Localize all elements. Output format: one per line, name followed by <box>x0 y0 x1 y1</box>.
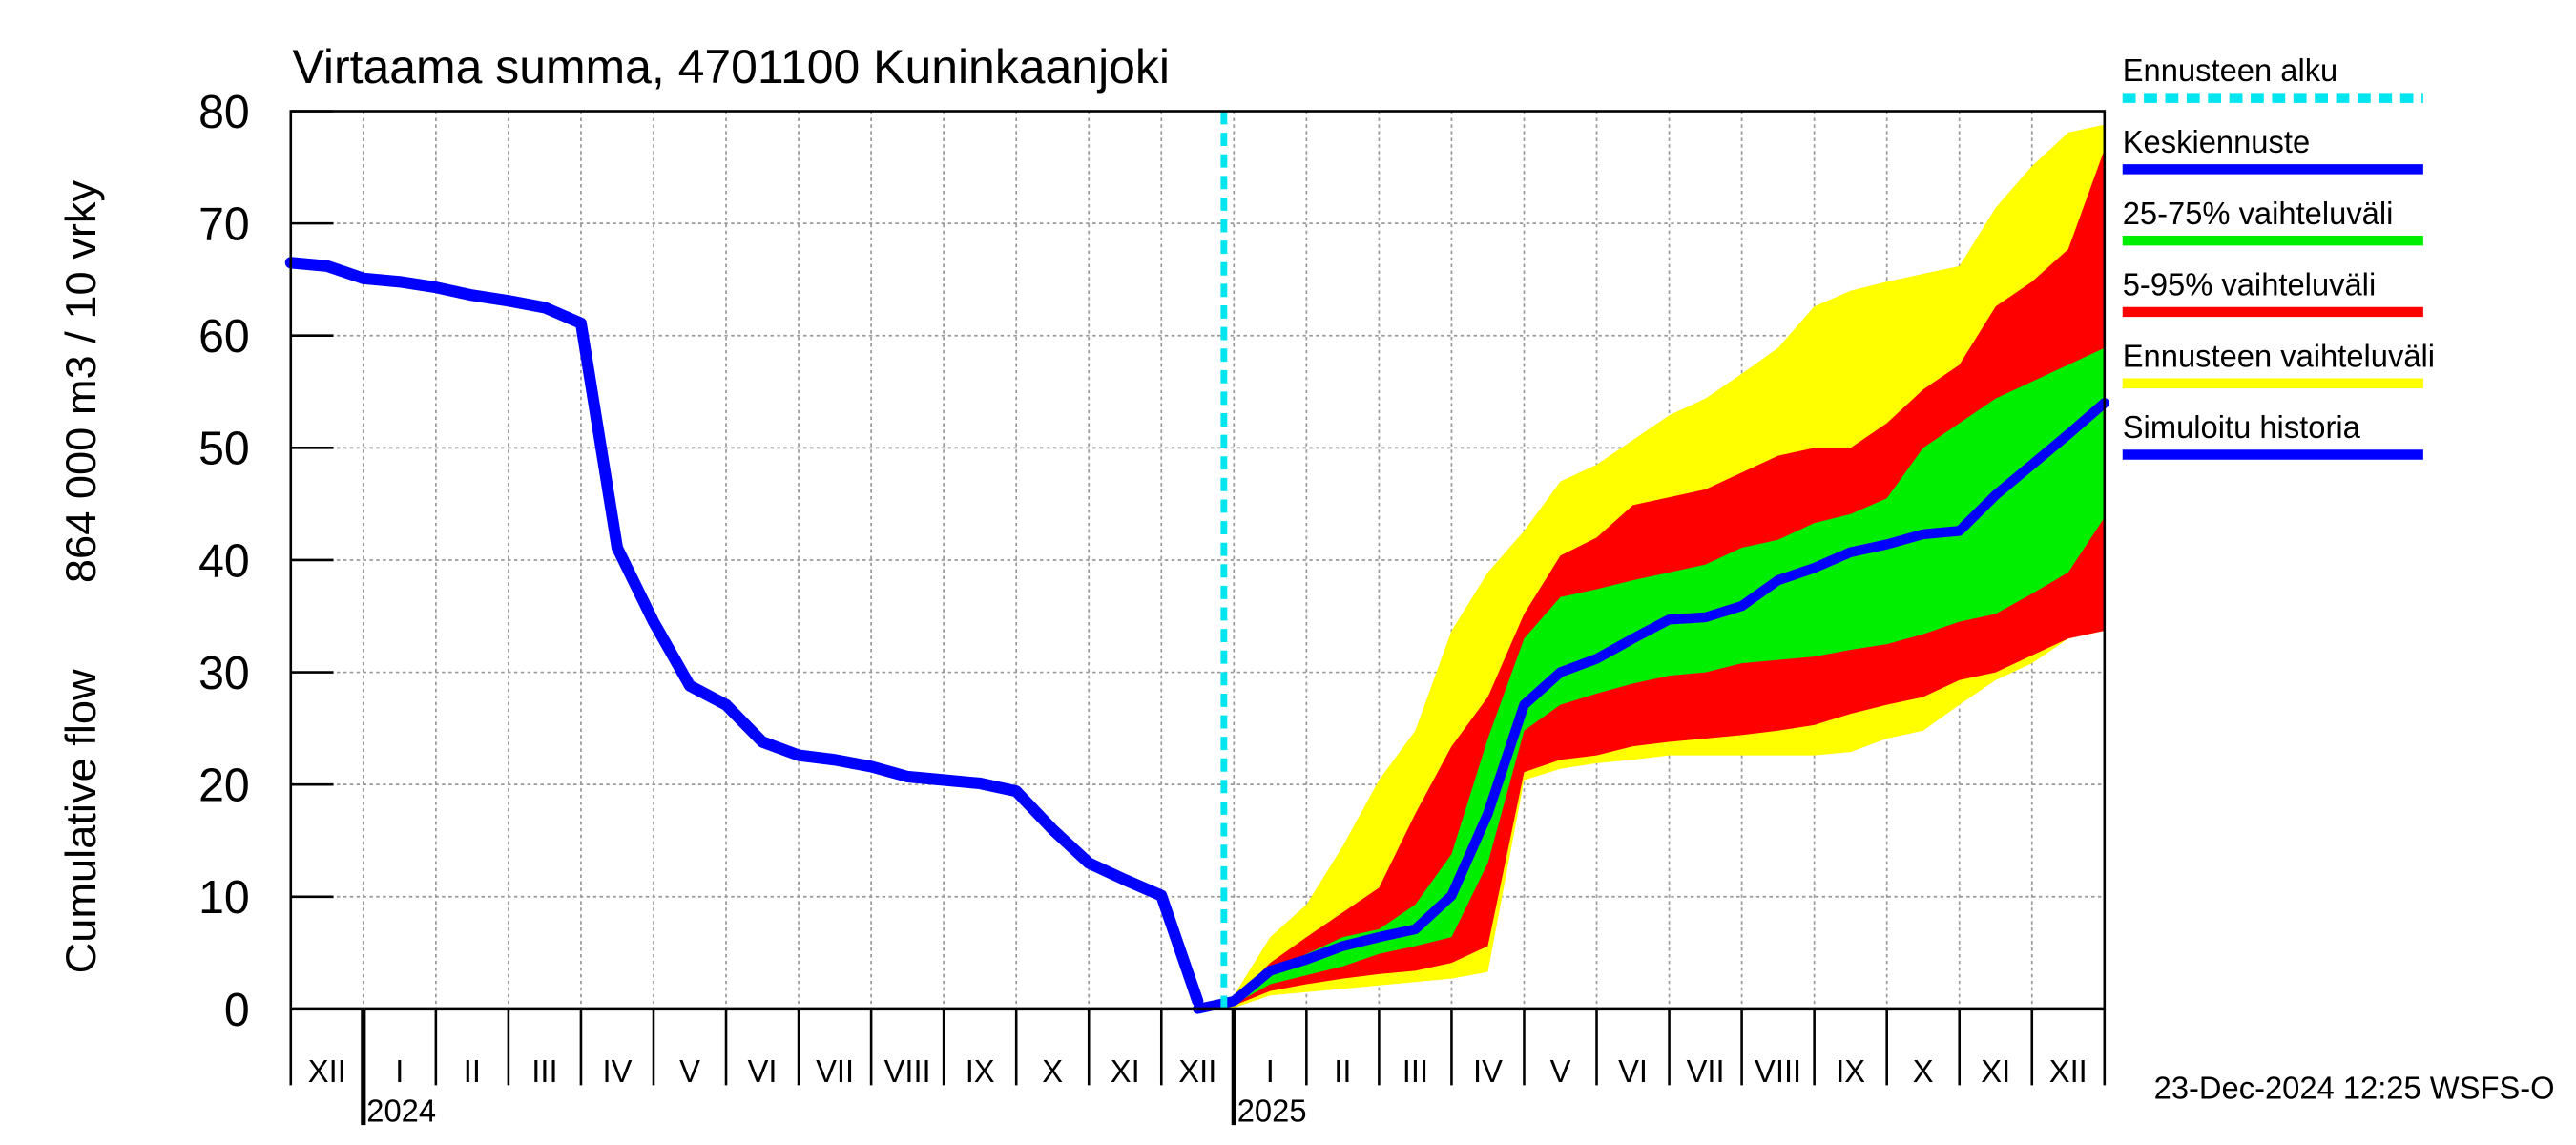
x-tick-label: I <box>395 1053 404 1089</box>
x-tick-label: V <box>1550 1053 1571 1089</box>
year-label: 2024 <box>366 1093 436 1129</box>
band <box>1197 347 2105 1010</box>
x-tick-label: X <box>1913 1053 1934 1089</box>
y-tick-label: 70 <box>198 198 250 250</box>
x-tick-label: VIII <box>884 1053 931 1089</box>
y-tick-label: 80 <box>198 87 250 138</box>
x-tick-label: VII <box>816 1053 854 1089</box>
x-tick-label: XII <box>308 1053 346 1089</box>
footer: 23-Dec-2024 12:25 WSFS-O <box>2154 1070 2555 1105</box>
y-tick-label: 20 <box>198 760 250 811</box>
x-tick-label: VII <box>1687 1053 1725 1089</box>
x-tick-label: V <box>679 1053 700 1089</box>
x-tick-label: VIII <box>1755 1053 1801 1089</box>
legend-label: Simuloitu historia <box>2123 409 2361 445</box>
x-tick-label: VI <box>1618 1053 1648 1089</box>
legend-label: Keskiennuste <box>2123 124 2310 159</box>
legend-label: Ennusteen alku <box>2123 52 2338 88</box>
x-tick-label: XII <box>1178 1053 1216 1089</box>
y-tick-label: 0 <box>224 985 250 1036</box>
x-tick-label: XII <box>2049 1053 2088 1089</box>
legend-label: 25-75% vaihteluväli <box>2123 196 2394 231</box>
chart-title: Virtaama summa, 4701100 Kuninkaanjoki <box>293 40 1170 94</box>
line <box>284 257 1204 1008</box>
x-tick-label: VI <box>748 1053 778 1089</box>
y-axis-label: 864 000 m3 / 10 vrky <box>56 179 105 583</box>
year-label: 2025 <box>1237 1093 1307 1129</box>
y-axis-label: Cumulative flow <box>56 669 105 974</box>
y-tick-label: 60 <box>198 311 250 363</box>
x-tick-label: IV <box>1473 1053 1503 1089</box>
legend-label: 5-95% vaihteluväli <box>2123 266 2376 302</box>
y-tick-label: 40 <box>198 535 250 587</box>
x-tick-label: IX <box>1836 1053 1865 1089</box>
legend-label: Ennusteen vaihteluväli <box>2123 338 2435 373</box>
x-tick-label: X <box>1042 1053 1063 1089</box>
x-tick-label: IX <box>966 1053 995 1089</box>
x-tick-label: II <box>1334 1053 1351 1089</box>
x-tick-label: I <box>1266 1053 1275 1089</box>
y-tick-label: 10 <box>198 872 250 924</box>
line <box>1193 398 2109 1014</box>
x-tick-label: IV <box>603 1053 633 1089</box>
x-tick-label: II <box>464 1053 481 1089</box>
x-tick-label: III <box>531 1053 557 1089</box>
y-tick-label: 30 <box>198 648 250 699</box>
y-tick-label: 50 <box>198 424 250 475</box>
x-tick-label: XI <box>1981 1053 2010 1089</box>
x-tick-label: XI <box>1111 1053 1140 1089</box>
x-tick-label: III <box>1402 1053 1428 1089</box>
